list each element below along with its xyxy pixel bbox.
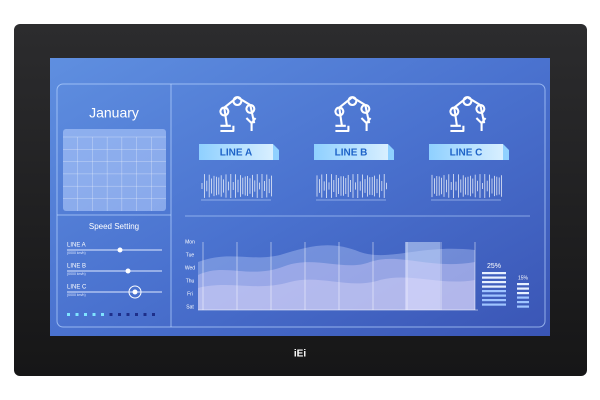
brand-logo: iEi	[294, 349, 306, 360]
gauge-bar	[482, 299, 506, 302]
wave	[198, 277, 475, 310]
dot	[101, 313, 104, 316]
dots	[67, 313, 155, 316]
day-label: Wed	[185, 265, 195, 271]
gauge-bar	[517, 305, 529, 308]
gauge-bar	[482, 285, 506, 288]
dot	[67, 313, 70, 316]
frame	[56, 83, 546, 328]
day-label: Sat	[186, 304, 194, 310]
day-label: Fri	[187, 291, 193, 297]
robot-icon	[219, 96, 257, 133]
slider-ring	[128, 285, 142, 299]
weekly-chart: Mon Tue Wed Thu Fri Sat	[185, 239, 478, 310]
dot	[118, 313, 121, 316]
dot	[84, 313, 87, 316]
line-tab	[429, 144, 503, 160]
calendar	[63, 129, 166, 211]
speed-title: Speed Setting	[89, 222, 139, 231]
wave	[198, 245, 475, 310]
line-tab-notch	[388, 144, 394, 160]
dot	[75, 313, 79, 316]
gauge-bar	[517, 301, 529, 304]
gauge-bar	[482, 294, 506, 297]
wave	[198, 258, 475, 310]
gauge-label: 25%	[487, 263, 501, 270]
line-label: LINE A	[220, 148, 252, 159]
slider-label: LINE B	[67, 264, 86, 270]
line-tab-notch	[273, 144, 279, 160]
gauge-bar	[517, 296, 529, 299]
gauge-label: 15%	[518, 275, 529, 281]
line-label: LINE B	[335, 148, 368, 159]
month-title: January	[89, 105, 139, 121]
gauges: 25% 15%	[482, 263, 529, 308]
production-lines: LINE A LINE B LINE C	[199, 96, 509, 201]
dot	[135, 313, 138, 316]
line-tab	[199, 144, 273, 160]
day-label: Mon	[185, 239, 195, 245]
highlight	[405, 242, 440, 310]
slider-knob	[132, 289, 138, 295]
dot	[92, 313, 96, 316]
gauge-bar	[517, 292, 529, 295]
gauge-bar	[517, 287, 529, 290]
dot	[152, 313, 155, 316]
line-label: LINE C	[450, 148, 483, 159]
gauge-bar	[482, 290, 506, 293]
gauge-bar	[517, 283, 529, 286]
slider-unit: (0000 km/h)	[67, 272, 86, 276]
gauge-bar	[482, 276, 506, 279]
day-label: Tue	[186, 252, 195, 258]
gauge-bar	[482, 281, 506, 284]
slider-label: LINE A	[67, 243, 86, 249]
dot	[109, 313, 113, 316]
gauge-bar	[482, 272, 506, 275]
dot	[126, 313, 130, 316]
sliders: LINE A (0000 km/h) LINE B (0000 km/h) LINE C…	[67, 243, 162, 299]
line-tab-notch	[503, 144, 509, 160]
day-label: Thu	[186, 278, 195, 284]
slider-unit: (0000 km/h)	[67, 251, 86, 255]
slider-knob	[117, 247, 123, 253]
slider-label: LINE C	[67, 285, 87, 291]
dot	[143, 313, 147, 316]
gauge-bar	[482, 303, 506, 306]
robot-icon	[334, 96, 372, 133]
line-tab	[314, 144, 388, 160]
robot-icon	[449, 96, 487, 133]
slider-knob	[125, 268, 131, 274]
slider-unit: (0000 km/h)	[67, 293, 86, 297]
